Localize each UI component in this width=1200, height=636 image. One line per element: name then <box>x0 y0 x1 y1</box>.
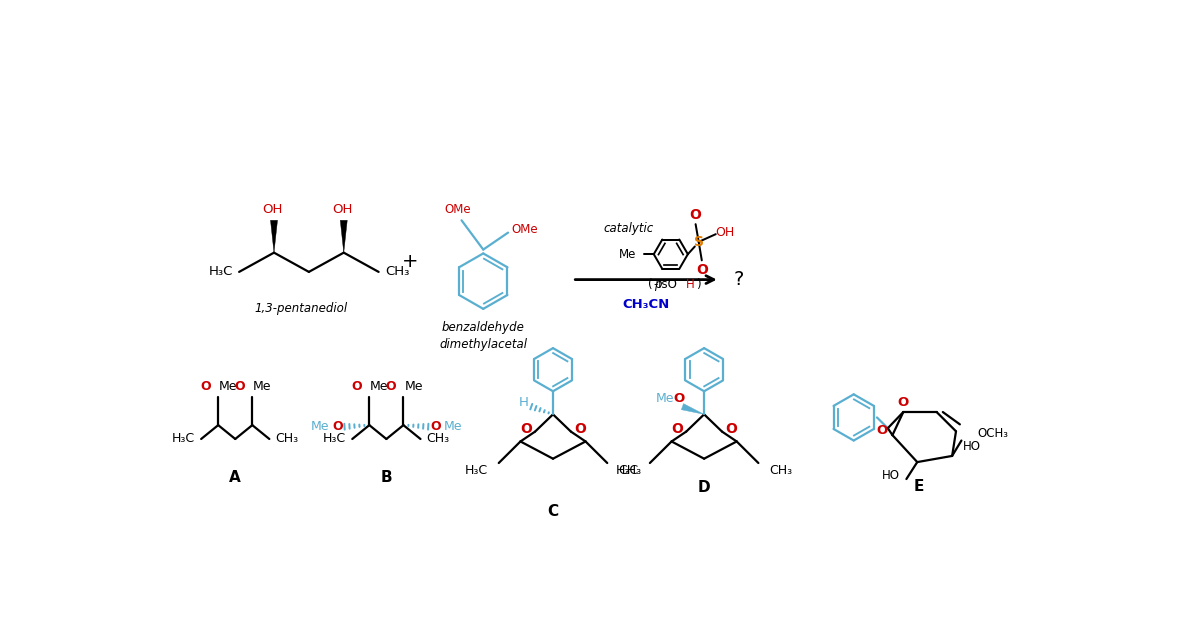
Text: Me: Me <box>404 380 422 393</box>
Text: D: D <box>698 480 710 495</box>
Text: O: O <box>673 392 685 406</box>
Text: 1,3-pentanediol: 1,3-pentanediol <box>254 301 348 315</box>
Polygon shape <box>682 404 704 414</box>
Text: CH₃CN: CH₃CN <box>623 298 670 311</box>
Text: O: O <box>690 208 702 222</box>
Text: CH₃: CH₃ <box>385 265 409 279</box>
Text: Me: Me <box>444 420 462 433</box>
Polygon shape <box>270 220 277 252</box>
Text: H₃C: H₃C <box>464 464 488 477</box>
Text: Me: Me <box>253 380 271 393</box>
Text: OH: OH <box>715 226 734 239</box>
Text: ): ) <box>696 279 701 291</box>
Text: O: O <box>725 422 737 436</box>
Text: -TsO: -TsO <box>654 279 677 291</box>
Text: Me: Me <box>618 247 636 261</box>
Text: O: O <box>896 396 908 410</box>
Text: H: H <box>686 279 695 291</box>
Text: H₃C: H₃C <box>209 265 233 279</box>
Text: OH: OH <box>332 203 353 216</box>
Text: Me: Me <box>311 420 329 433</box>
Text: Me: Me <box>656 392 674 406</box>
Text: O: O <box>234 380 245 393</box>
Text: O: O <box>332 420 343 433</box>
Text: S: S <box>694 235 703 249</box>
Text: OH: OH <box>263 203 283 216</box>
Text: E: E <box>913 480 924 494</box>
Text: Me: Me <box>370 380 389 393</box>
Text: O: O <box>575 422 586 436</box>
Text: CH₃: CH₃ <box>769 464 792 477</box>
Text: HO: HO <box>962 440 980 453</box>
Text: H₃C: H₃C <box>323 432 346 445</box>
Text: O: O <box>200 380 211 393</box>
Text: CH₃: CH₃ <box>618 464 641 477</box>
Text: O: O <box>520 422 532 436</box>
Text: Me: Me <box>220 380 238 393</box>
Text: O: O <box>876 424 887 437</box>
Text: benzaldehyde: benzaldehyde <box>442 321 524 334</box>
Text: OCH₃: OCH₃ <box>977 427 1008 440</box>
Text: H₃C: H₃C <box>616 464 640 477</box>
Text: O: O <box>671 422 683 436</box>
Text: ?: ? <box>734 270 744 289</box>
Text: dimethylacetal: dimethylacetal <box>439 338 527 351</box>
Text: OMe: OMe <box>511 223 539 236</box>
Text: OMe: OMe <box>444 203 470 216</box>
Text: O: O <box>352 380 362 393</box>
Text: O: O <box>696 263 708 277</box>
Text: (: ( <box>648 279 652 291</box>
Text: CH₃: CH₃ <box>427 432 450 445</box>
Text: CH₃: CH₃ <box>276 432 299 445</box>
Text: +: + <box>401 252 418 272</box>
Text: O: O <box>431 420 442 433</box>
Text: H₃C: H₃C <box>172 432 194 445</box>
Text: H: H <box>518 396 528 408</box>
Text: O: O <box>385 380 396 393</box>
Text: catalytic: catalytic <box>604 222 654 235</box>
Polygon shape <box>341 220 347 252</box>
Text: p: p <box>654 279 661 291</box>
Text: B: B <box>380 470 392 485</box>
Text: C: C <box>547 504 558 519</box>
Text: A: A <box>229 470 241 485</box>
Text: HO: HO <box>882 469 900 483</box>
